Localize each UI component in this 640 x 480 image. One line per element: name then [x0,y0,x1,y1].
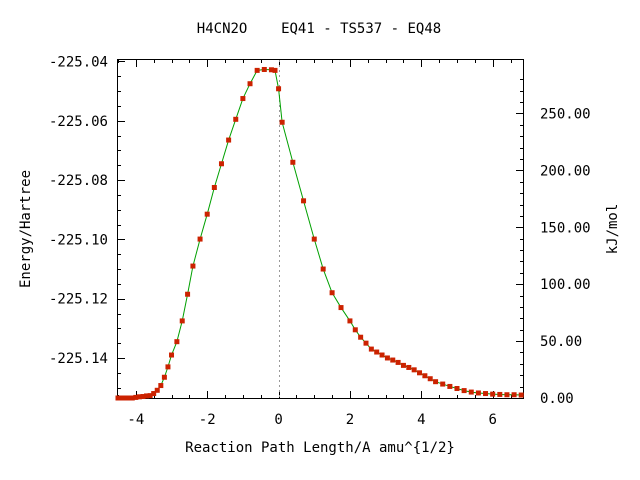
data-point [129,395,135,401]
data-point [497,391,503,397]
data-point [190,263,196,269]
data-point [133,394,139,400]
data-point [254,67,260,73]
data-point [165,364,171,370]
y2-tick-label: 150.00 [540,220,591,236]
axis-ticks [118,60,523,399]
plot-frame [117,59,524,399]
data-point [475,390,481,396]
data-point [454,386,460,392]
data-point [395,359,401,365]
data-point [338,305,344,311]
data-point [197,236,203,242]
data-point [247,81,253,87]
y-axis-label: Energy/Hartree [18,170,34,288]
y2-axis-label: kJ/mol [605,204,621,255]
data-point [226,137,232,143]
data-point [276,86,282,92]
data-point [279,119,285,125]
chart-title: H4CN2O EQ41 - TS537 - EQ48 [197,21,441,37]
data-point [352,327,358,333]
y2-tick-label: 200.00 [540,163,591,179]
y2-tick-labels: 0.00 50.00 100.00 150.00 200.00 250.00 [540,106,591,407]
data-point [447,383,453,389]
y-tick-labels: -225.04 -225.06 -225.08 -225.10 -225.12 -225.… [49,54,108,366]
data-point [379,352,385,358]
x-axis-label: Reaction Path Length/A amu^{1/2} [185,440,455,456]
data-point [268,67,274,73]
data-point [411,367,417,373]
y2-tick-label: 0.00 [540,391,574,407]
data-point [158,383,164,389]
data-point [144,393,150,399]
data-point [427,376,433,382]
data-point [147,393,153,399]
data-point [272,67,278,73]
data-point [384,355,390,361]
data-point [136,394,142,400]
x-tick-label: 2 [346,412,354,428]
data-point [417,370,423,376]
data-point [261,66,267,72]
data-point [440,381,446,387]
y-tick-label: -225.08 [49,173,108,189]
y2-tick-label: 50.00 [540,334,582,350]
data-point [154,387,160,393]
data-point [161,374,167,380]
y2-tick-label: 100.00 [540,277,591,293]
data-point-markers [115,66,524,401]
y-tick-label: -225.14 [49,351,108,367]
data-point [490,391,496,397]
y-tick-label: -225.12 [49,292,108,308]
data-point [329,290,335,296]
data-point [468,389,474,395]
x-tick-labels: -4 -2 0 2 4 6 [127,412,496,428]
data-point [140,394,146,400]
data-point [363,340,369,346]
x-tick-label: -2 [199,412,216,428]
data-point [151,391,157,397]
data-point [122,395,128,401]
data-point [358,334,364,340]
data-point [511,392,517,398]
data-point [461,388,467,394]
y-tick-label: -225.04 [49,54,108,70]
data-point [211,184,217,190]
data-point [368,346,374,352]
x-tick-label: 0 [274,412,282,428]
y-tick-label: -225.06 [49,114,108,130]
data-point [311,236,317,242]
x-tick-label: 6 [488,412,496,428]
data-point [320,266,326,272]
data-point [204,211,210,217]
data-point [400,362,406,368]
data-point [483,391,489,397]
data-point [115,395,121,401]
data-point [406,364,412,370]
x-tick-label: -4 [127,412,144,428]
x-tick-label: 4 [417,412,425,428]
data-point [233,116,239,122]
data-point [518,392,524,398]
energy-profile-line [118,68,522,399]
data-point [169,352,175,358]
y2-tick-label: 250.00 [540,106,591,122]
data-point [433,379,439,385]
y-tick-label: -225.10 [49,232,108,248]
data-point [119,395,125,401]
data-point [390,357,396,363]
data-point [422,373,428,379]
data-point [240,96,246,102]
data-point [504,392,510,398]
data-point [290,159,296,165]
data-point [126,395,132,401]
data-point [301,198,307,204]
data-point [347,318,353,324]
data-point [218,161,224,167]
data-point [179,318,185,324]
data-point [374,349,380,355]
data-point [174,339,180,345]
data-point [185,291,191,297]
